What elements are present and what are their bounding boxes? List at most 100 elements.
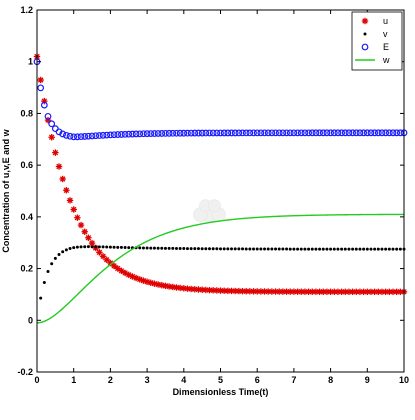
- v-point: [226, 247, 230, 251]
- v-point: [123, 246, 127, 250]
- v-point: [200, 247, 204, 251]
- v-point: [53, 256, 57, 260]
- u-point-stroke: [96, 249, 103, 256]
- e-point: [202, 129, 210, 137]
- u-point-stroke: [137, 276, 143, 283]
- u-point-stroke: [67, 197, 73, 204]
- v-point: [57, 252, 61, 256]
- e-point: [129, 130, 136, 138]
- u-point: [70, 206, 77, 213]
- v-point: [204, 247, 208, 251]
- v-point: [149, 246, 153, 250]
- legend-label: v: [383, 29, 388, 39]
- u-point-stroke: [70, 206, 77, 213]
- w-line: [36, 213, 404, 324]
- x-tick-label: 3: [145, 375, 150, 385]
- v-point: [182, 247, 186, 251]
- v-point: [185, 247, 189, 251]
- y-tick-label: 0.2: [20, 264, 33, 274]
- v-point: [101, 245, 105, 249]
- watermark-blob: [208, 199, 221, 212]
- u-point: [74, 214, 81, 221]
- e-point: [286, 129, 294, 137]
- legend-entry-u: u: [361, 16, 388, 26]
- e-point: [367, 129, 375, 137]
- u-point-stroke: [140, 277, 147, 284]
- e-point: [81, 133, 89, 140]
- e-point: [162, 129, 169, 137]
- v-point: [314, 247, 318, 251]
- u-point-stroke: [111, 263, 117, 269]
- v-point: [329, 247, 333, 251]
- e-point: [70, 133, 78, 141]
- v-point: [127, 246, 131, 250]
- v-point: [373, 247, 377, 251]
- e-point: [352, 129, 360, 137]
- e-point: [294, 129, 301, 137]
- e-point: [316, 129, 323, 137]
- v-point: [64, 248, 68, 252]
- e-point: [363, 129, 371, 137]
- e-point: [92, 132, 100, 140]
- v-point: [365, 247, 369, 251]
- x-tick-label: 2: [108, 375, 113, 385]
- y-tick-label: 0.6: [20, 160, 33, 170]
- e-point: [66, 132, 74, 140]
- e-point: [73, 133, 81, 141]
- u-point-stroke: [52, 149, 59, 156]
- e-point: [338, 129, 346, 137]
- watermark-graphic: [193, 199, 226, 222]
- v-point: [108, 245, 112, 249]
- e-point: [242, 129, 250, 137]
- u-point-stroke: [362, 18, 368, 24]
- legend-box: [351, 11, 403, 71]
- v-point: [303, 247, 307, 251]
- e-point: [103, 131, 111, 139]
- v-point: [277, 247, 281, 251]
- v-point: [376, 247, 380, 251]
- legend-entry-E: E: [361, 42, 389, 52]
- u-point-stroke: [63, 187, 70, 193]
- e-point: [235, 129, 243, 137]
- v-point: [288, 247, 292, 251]
- u-point: [77, 221, 85, 229]
- e-point: [217, 129, 224, 137]
- v-point: [97, 245, 101, 249]
- e-point: [360, 129, 368, 137]
- v-point: [39, 296, 43, 300]
- v-point: [398, 247, 402, 251]
- v-point: [270, 247, 274, 251]
- v-point: [321, 247, 325, 251]
- e-point: [184, 129, 191, 137]
- legend-label: w: [382, 55, 390, 65]
- x-tick-label: 9: [365, 375, 370, 385]
- v-point: [387, 247, 391, 251]
- u-point: [184, 285, 191, 292]
- e-point: [136, 130, 144, 138]
- e-point: [327, 129, 335, 137]
- v-point: [281, 247, 285, 251]
- e-point: [371, 129, 379, 137]
- e-point: [62, 131, 70, 139]
- v-point: [296, 247, 300, 251]
- v-point: [156, 246, 160, 250]
- legend-entry-v: v: [363, 29, 388, 39]
- u-point-stroke: [89, 240, 95, 246]
- e-point: [147, 130, 155, 138]
- e-point: [374, 129, 382, 137]
- v-point: [233, 247, 237, 251]
- v-point: [171, 246, 175, 250]
- series-v: [39, 245, 406, 300]
- u-point-stroke: [74, 214, 81, 221]
- u-point: [52, 149, 59, 156]
- u-point-stroke: [115, 265, 121, 272]
- v-point: [332, 247, 336, 251]
- u-point-stroke: [144, 279, 150, 285]
- e-point: [361, 43, 369, 51]
- e-point: [132, 130, 140, 138]
- u-point: [66, 197, 74, 204]
- v-point: [193, 247, 197, 251]
- x-tick-label: 10: [399, 375, 409, 385]
- e-point: [279, 129, 287, 137]
- e-point: [220, 129, 228, 137]
